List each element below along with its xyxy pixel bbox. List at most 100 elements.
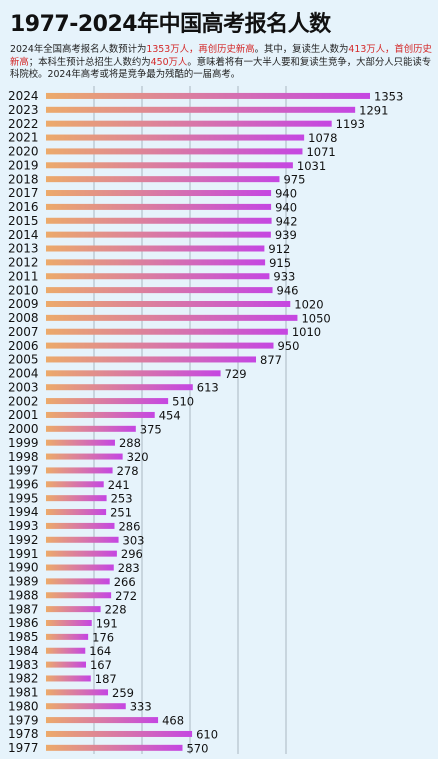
- value-label: 375: [140, 422, 162, 436]
- intro-text-2: 。其中，复读生人数为: [254, 44, 349, 55]
- year-label: 1996: [8, 477, 39, 491]
- bar: [46, 425, 136, 432]
- year-label: 2024: [8, 89, 39, 103]
- bar: [46, 356, 257, 363]
- page-title: 1977-2024年中国高考报名人数: [10, 12, 331, 37]
- bar: [46, 467, 113, 474]
- bar: [46, 495, 107, 502]
- year-label: 2014: [8, 228, 39, 242]
- bar: [46, 536, 119, 543]
- value-label: 1071: [306, 145, 335, 159]
- value-label: 1291: [359, 103, 388, 117]
- year-label: 2020: [8, 145, 39, 159]
- year-label: 2002: [8, 394, 39, 408]
- year-label: 2013: [8, 242, 39, 256]
- value-label: 570: [186, 741, 208, 754]
- value-label: 191: [96, 616, 118, 630]
- value-label: 613: [197, 381, 219, 395]
- year-label: 2019: [8, 158, 39, 172]
- year-label: 2012: [8, 256, 39, 270]
- bar: [46, 606, 101, 613]
- year-label: 1995: [8, 491, 39, 505]
- value-label: 176: [92, 630, 114, 644]
- year-label: 1992: [8, 533, 39, 547]
- year-label: 2008: [8, 311, 39, 325]
- year-label: 1998: [8, 450, 39, 464]
- bar: [46, 481, 104, 488]
- year-label: 2015: [8, 214, 39, 228]
- bar: [46, 203, 272, 210]
- bar: [46, 231, 271, 238]
- bar: [46, 633, 89, 640]
- value-label: 187: [95, 672, 117, 686]
- value-label: 454: [159, 408, 181, 422]
- bar: [46, 245, 265, 252]
- value-label: 942: [276, 214, 298, 228]
- value-label: 975: [283, 173, 305, 187]
- bar: [46, 134, 305, 141]
- year-label: 2022: [8, 117, 39, 131]
- bar: [46, 439, 115, 446]
- value-label: 253: [111, 492, 133, 506]
- bar: [46, 328, 288, 335]
- bar: [46, 190, 272, 197]
- intro-text-4: 。意味着将有一大半人要和复读生竞争，大部分人只能读专科院校。2024年高考或将是…: [10, 56, 432, 81]
- year-label: 1993: [8, 519, 39, 533]
- year-label: 1985: [8, 630, 39, 644]
- value-label: 286: [118, 519, 140, 533]
- bar: [46, 744, 183, 751]
- intro-text-3: ；本科生预计总招生人数约为: [28, 56, 151, 68]
- bar: [46, 509, 107, 516]
- value-label: 1050: [301, 311, 330, 325]
- value-label: 266: [114, 575, 136, 589]
- value-label: 278: [117, 464, 139, 478]
- value-label: 259: [112, 686, 134, 700]
- year-label: 1981: [8, 686, 39, 700]
- bar: [46, 176, 280, 183]
- year-label: 2023: [8, 103, 39, 117]
- bar: [46, 342, 274, 349]
- year-label: 2017: [8, 186, 39, 200]
- year-label: 1977: [8, 741, 39, 754]
- value-label: 1353: [374, 89, 403, 103]
- year-label: 2006: [8, 339, 39, 353]
- value-label: 333: [130, 700, 152, 714]
- value-label: 251: [110, 506, 132, 520]
- bar: [46, 217, 272, 224]
- year-label: 2021: [8, 131, 39, 145]
- value-label: 468: [162, 714, 184, 728]
- bar: [46, 689, 109, 696]
- bar: [46, 564, 114, 571]
- bar: [46, 314, 298, 321]
- value-label: 167: [90, 658, 112, 672]
- year-label: 2007: [8, 325, 39, 339]
- bar: [46, 287, 273, 294]
- bar: [46, 675, 91, 682]
- year-label: 2004: [8, 367, 39, 381]
- year-label: 2000: [8, 422, 39, 436]
- bar: [46, 259, 266, 266]
- year-label: 1988: [8, 588, 39, 602]
- year-label: 1984: [8, 644, 39, 658]
- value-label: 320: [127, 450, 149, 464]
- value-label: 241: [108, 478, 130, 492]
- value-label: 729: [225, 367, 247, 381]
- value-label: 1010: [292, 325, 321, 339]
- bar: [46, 120, 332, 127]
- bar: [46, 661, 86, 668]
- year-label: 1986: [8, 616, 39, 630]
- year-label: 1999: [8, 436, 39, 450]
- value-label: 228: [105, 603, 127, 617]
- year-label: 1994: [8, 505, 39, 519]
- bar: [46, 411, 155, 418]
- year-label: 2011: [8, 269, 39, 283]
- value-label: 933: [273, 270, 295, 284]
- year-label: 1990: [8, 561, 39, 575]
- bar: [46, 300, 291, 307]
- bar: [46, 592, 112, 599]
- year-label: 1987: [8, 602, 39, 616]
- value-label: 1020: [294, 297, 323, 311]
- bar: [46, 717, 159, 724]
- value-label: 288: [119, 436, 141, 450]
- bar: [46, 703, 126, 710]
